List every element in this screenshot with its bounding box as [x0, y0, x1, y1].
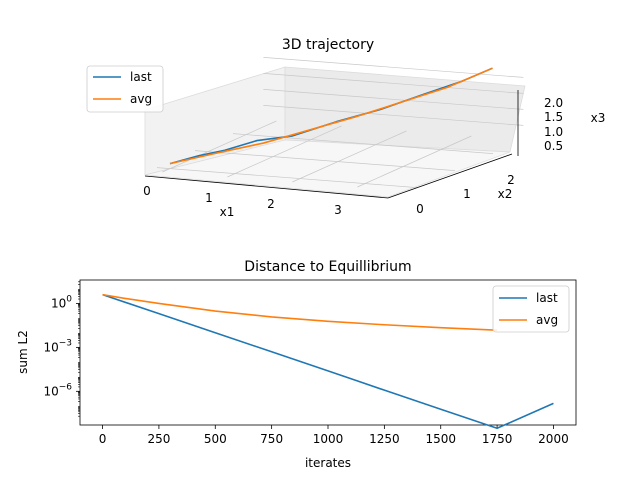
series-line-avg: [169, 67, 493, 165]
x-tick-label: 250: [147, 432, 170, 446]
axis-label-sum-l2: sum L2: [16, 330, 30, 374]
series-line-avg: [102, 293, 498, 331]
tick-label-x2: 2: [507, 173, 515, 187]
tick-label-x3: 1.0: [544, 125, 563, 139]
grid-line: [263, 89, 524, 110]
grid-line: [232, 133, 494, 154]
x-tick-label: 0: [99, 432, 107, 446]
legend-label-avg: avg: [536, 313, 558, 327]
axis-x1: [144, 175, 389, 199]
axis-label-x2: x2: [498, 187, 513, 201]
x-tick-label: 1500: [425, 432, 456, 446]
ticks-3d: 0 1 2 3 0 1 2 0.51.01.52.0: [143, 96, 563, 217]
legend-3d: last avg: [86, 65, 164, 113]
grid-line: [263, 73, 524, 94]
grid-line: [292, 130, 407, 183]
axis-label-x3: x3: [591, 111, 606, 125]
grid-line: [194, 150, 456, 171]
tick-label-x1: 3: [334, 203, 342, 217]
chart-title-distance: Distance to Equillibrium: [244, 259, 411, 275]
tick-label-x3: 2.0: [544, 96, 563, 110]
x-tick-label: 1250: [369, 432, 400, 446]
tick-label-x1: 0: [143, 184, 151, 198]
grid-line: [156, 167, 418, 188]
series-3d: [169, 67, 493, 165]
x-tick-label: 1750: [482, 432, 513, 446]
series-line-last: [102, 293, 554, 430]
grid-line: [162, 120, 277, 173]
pane-floor: [144, 139, 511, 198]
x-tick-label: 750: [260, 432, 283, 446]
legend-distance: last avg: [492, 285, 570, 333]
legend-label-avg: avg: [130, 92, 152, 106]
y-tick-label: 10−6: [43, 382, 72, 398]
axis-label-iterates: iterates: [305, 456, 351, 470]
distance-chart: Distance to Equillibrium 0 250 500 750 1000 1…: [16, 259, 577, 470]
chart-title-3d: 3D trajectory: [282, 37, 374, 53]
tick-label-x2: 1: [463, 187, 471, 201]
grid-3d: [156, 57, 524, 188]
series-2d: [102, 293, 554, 430]
tick-label-x3: 1.5: [544, 110, 563, 124]
x-tick-label: 1000: [313, 432, 344, 446]
tick-label-x1: 2: [267, 197, 275, 211]
y-ticks: 100 10−3 10−6: [43, 281, 80, 417]
tick-label-x2: 0: [416, 202, 424, 216]
grid-line: [227, 125, 342, 178]
legend-label-last: last: [536, 291, 558, 305]
x-tick-label: 500: [204, 432, 227, 446]
axis-x2: [387, 153, 513, 199]
grid-line: [357, 135, 472, 188]
tick-label-x1: 1: [205, 191, 213, 205]
x-ticks: 0 250 500 750 1000 1250 1500 1750 2000: [99, 425, 569, 446]
axis-label-x1: x1: [220, 205, 235, 219]
y-tick-label: 100: [51, 294, 72, 310]
legend-label-last: last: [130, 70, 152, 84]
y-tick-label: 10−3: [43, 338, 72, 354]
grid-line: [263, 105, 524, 126]
tick-label-x3: 0.5: [544, 139, 563, 153]
x-tick-label: 2000: [538, 432, 569, 446]
